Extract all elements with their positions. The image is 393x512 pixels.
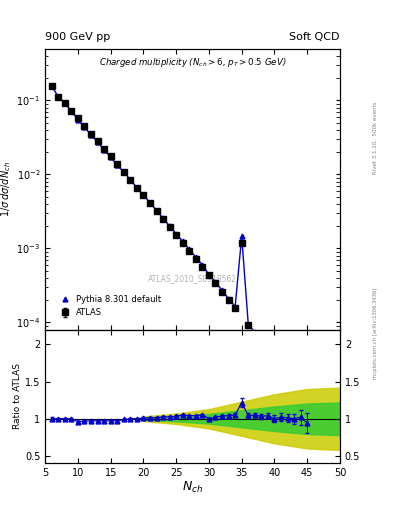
- Pythia 8.301 default: [187, 246, 192, 252]
- Pythia 8.301 default: [266, 347, 270, 353]
- Line: Pythia 8.301 default: Pythia 8.301 default: [49, 84, 310, 411]
- Pythia 8.301 default: [82, 124, 87, 130]
- Pythia 8.301 default: [272, 357, 277, 363]
- Pythia 8.301 default: [239, 233, 244, 240]
- Legend: Pythia 8.301 default, ATLAS: Pythia 8.301 default, ATLAS: [55, 293, 164, 320]
- Text: 900 GeV pp: 900 GeV pp: [45, 32, 110, 41]
- Pythia 8.301 default: [154, 207, 159, 214]
- Pythia 8.301 default: [207, 271, 211, 278]
- Pythia 8.301 default: [128, 177, 133, 183]
- Pythia 8.301 default: [141, 192, 146, 198]
- Pythia 8.301 default: [200, 262, 205, 268]
- Pythia 8.301 default: [193, 254, 198, 260]
- Pythia 8.301 default: [115, 162, 119, 168]
- Pythia 8.301 default: [259, 338, 264, 345]
- Pythia 8.301 default: [226, 295, 231, 302]
- Text: Rivet 3.1.10,  500k events: Rivet 3.1.10, 500k events: [373, 102, 378, 175]
- Pythia 8.301 default: [180, 239, 185, 245]
- Pythia 8.301 default: [161, 215, 165, 221]
- Pythia 8.301 default: [292, 384, 296, 390]
- Pythia 8.301 default: [285, 374, 290, 380]
- Pythia 8.301 default: [174, 230, 178, 237]
- Pythia 8.301 default: [121, 169, 126, 175]
- Pythia 8.301 default: [69, 108, 74, 114]
- Pythia 8.301 default: [213, 279, 218, 285]
- Pythia 8.301 default: [298, 393, 303, 399]
- Y-axis label: $1/\sigma\,d\sigma/dN_{ch}$: $1/\sigma\,d\sigma/dN_{ch}$: [0, 161, 13, 217]
- Pythia 8.301 default: [148, 200, 152, 206]
- Pythia 8.301 default: [89, 132, 94, 138]
- Y-axis label: Ratio to ATLAS: Ratio to ATLAS: [13, 364, 22, 430]
- Pythia 8.301 default: [95, 139, 100, 145]
- Pythia 8.301 default: [305, 406, 310, 412]
- Text: mcplots.cern.ch [arXiv:1306.3436]: mcplots.cern.ch [arXiv:1306.3436]: [373, 287, 378, 378]
- Text: Charged multiplicity ($N_{ch}>6$, $p_T>0.5$ GeV): Charged multiplicity ($N_{ch}>6$, $p_T>0…: [99, 56, 286, 69]
- Pythia 8.301 default: [62, 100, 67, 106]
- Pythia 8.301 default: [220, 287, 224, 293]
- Pythia 8.301 default: [56, 94, 61, 100]
- Pythia 8.301 default: [246, 321, 251, 327]
- Pythia 8.301 default: [50, 83, 54, 90]
- Pythia 8.301 default: [108, 154, 113, 160]
- Pythia 8.301 default: [75, 117, 80, 123]
- Pythia 8.301 default: [167, 223, 172, 229]
- Pythia 8.301 default: [279, 365, 283, 371]
- Pythia 8.301 default: [134, 185, 139, 191]
- X-axis label: $N_{ch}$: $N_{ch}$: [182, 480, 203, 495]
- Pythia 8.301 default: [233, 304, 237, 310]
- Text: ATLAS_2010_S8918562: ATLAS_2010_S8918562: [148, 274, 237, 284]
- Pythia 8.301 default: [102, 147, 107, 153]
- Pythia 8.301 default: [252, 329, 257, 335]
- Text: Soft QCD: Soft QCD: [290, 32, 340, 41]
